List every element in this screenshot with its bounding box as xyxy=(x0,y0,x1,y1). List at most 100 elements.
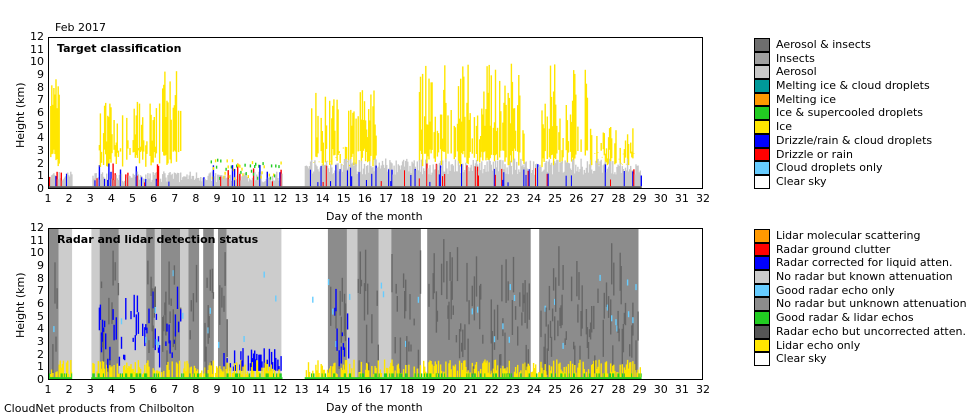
x-tick-label: 28 xyxy=(611,192,626,205)
x-tick-label: 32 xyxy=(696,192,710,205)
ice-cell xyxy=(109,103,111,160)
good-radar-lidar-cell xyxy=(63,373,66,378)
aerosol-cell xyxy=(124,180,126,187)
aerosol-cell xyxy=(421,174,424,187)
lidar-only-cell xyxy=(51,369,53,378)
legend-label: Good radar echo only xyxy=(776,283,895,297)
aerosol-cell xyxy=(274,180,276,187)
ice-cell xyxy=(466,102,468,163)
x-tick-label: 23 xyxy=(505,383,520,396)
ice-cell xyxy=(335,157,337,158)
ice-cell xyxy=(52,104,54,154)
radar-uncorrected-cell xyxy=(543,346,545,374)
ice-cell xyxy=(332,105,334,150)
lidar-only-cell xyxy=(250,367,253,378)
ice-cell xyxy=(453,125,455,160)
lidar-only-cell xyxy=(106,364,108,378)
ice-cell xyxy=(510,63,513,163)
lidar-only-cell xyxy=(508,360,510,378)
good-radar-lidar-cell xyxy=(362,373,365,378)
ice-cell xyxy=(542,124,544,159)
legend-label: No radar but unknown attenuation xyxy=(776,297,967,311)
lidar-only-cell xyxy=(228,363,230,378)
aerosol-cell xyxy=(427,168,429,187)
lidar-only-cell xyxy=(416,368,418,378)
ice-cell xyxy=(175,71,178,162)
good-radar-lidar-cell xyxy=(189,373,191,378)
aerosol-cell xyxy=(543,169,545,187)
radar-uncorrected-cell xyxy=(552,268,555,291)
aerosol-cell xyxy=(355,163,357,187)
ice-cell xyxy=(433,132,435,159)
radar-corrected-cell xyxy=(271,362,274,371)
aerosol-cell xyxy=(357,171,359,187)
lidar-only-cell xyxy=(548,365,551,378)
radar-uncorrected-cell xyxy=(580,311,582,337)
good-radar-lidar-cell xyxy=(623,373,626,378)
good-radar-lidar-cell xyxy=(568,373,571,378)
radar-uncorrected-cell xyxy=(448,301,450,340)
radar-uncorrected-cell xyxy=(544,333,546,370)
y-tick-label: 1 xyxy=(37,360,44,374)
ice-cell xyxy=(424,116,426,154)
radar-uncorrected-cell xyxy=(624,302,627,326)
radar-uncorrected-cell xyxy=(617,310,619,333)
ice-cell xyxy=(421,73,424,167)
good-radar-lidar-cell xyxy=(144,373,146,378)
good-radar-lidar-cell xyxy=(424,373,426,378)
aerosol-cell xyxy=(59,178,61,187)
ice-cell xyxy=(365,129,368,152)
good-radar-lidar-cell xyxy=(560,373,562,378)
good-radar-lidar-cell xyxy=(361,373,364,378)
good-radar-only-cell xyxy=(635,284,637,291)
good-radar-only-cell xyxy=(616,325,618,332)
radar-uncorrected-cell xyxy=(359,251,361,294)
ice-cell xyxy=(136,101,139,158)
ice-cell xyxy=(140,124,143,151)
aerosol-cell xyxy=(314,160,316,187)
good-radar-lidar-cell xyxy=(608,373,611,378)
ice-cell xyxy=(172,107,174,152)
ice-cell xyxy=(115,142,117,164)
lidar-only-cell xyxy=(494,359,497,378)
good-radar-lidar-cell xyxy=(385,373,387,378)
drizzle-cell xyxy=(168,181,170,187)
drizzle-cell xyxy=(358,172,360,187)
aerosol-cell xyxy=(332,174,334,187)
ice-cell xyxy=(460,78,462,167)
ice-cell xyxy=(561,150,563,164)
aerosol-cell xyxy=(457,160,460,187)
radar-uncorrected-cell xyxy=(209,269,211,291)
aerosol-cell xyxy=(552,165,555,187)
radar-uncorrected-cell xyxy=(405,279,407,312)
ice-cell xyxy=(489,125,491,159)
aerosol-cell xyxy=(356,174,358,187)
lidar-only-cell xyxy=(402,369,405,378)
radar-uncorrected-cell xyxy=(360,279,363,287)
lidar-only-cell xyxy=(375,367,377,378)
radar-corrected-cell xyxy=(176,286,179,309)
ice-cell xyxy=(155,108,158,154)
radar-uncorrected-cell xyxy=(357,278,359,293)
ice-cell xyxy=(442,138,444,152)
ice-cell xyxy=(361,90,364,158)
aerosol-cell xyxy=(417,170,420,187)
aerosol-cell xyxy=(171,173,173,187)
lidar-only-cell xyxy=(485,362,487,378)
x-tick-label: 24 xyxy=(526,192,541,205)
lidar-only-cell xyxy=(391,359,393,378)
y-tick-label: 0 xyxy=(37,373,44,386)
lidar-only-cell xyxy=(111,366,113,378)
mixed-cell xyxy=(226,159,228,163)
ice-cell xyxy=(50,106,52,158)
ice-cell xyxy=(514,130,517,151)
radar-corrected-cell xyxy=(113,324,115,341)
ice-cell xyxy=(596,136,598,164)
ice-cell xyxy=(546,116,548,159)
lidar-only-cell xyxy=(59,360,61,378)
ice-cell xyxy=(512,108,515,167)
x-tick-label: 25 xyxy=(548,192,563,205)
lidar-only-cell xyxy=(175,362,178,378)
lidar-only-cell xyxy=(433,365,435,378)
ice-cell xyxy=(554,64,556,159)
